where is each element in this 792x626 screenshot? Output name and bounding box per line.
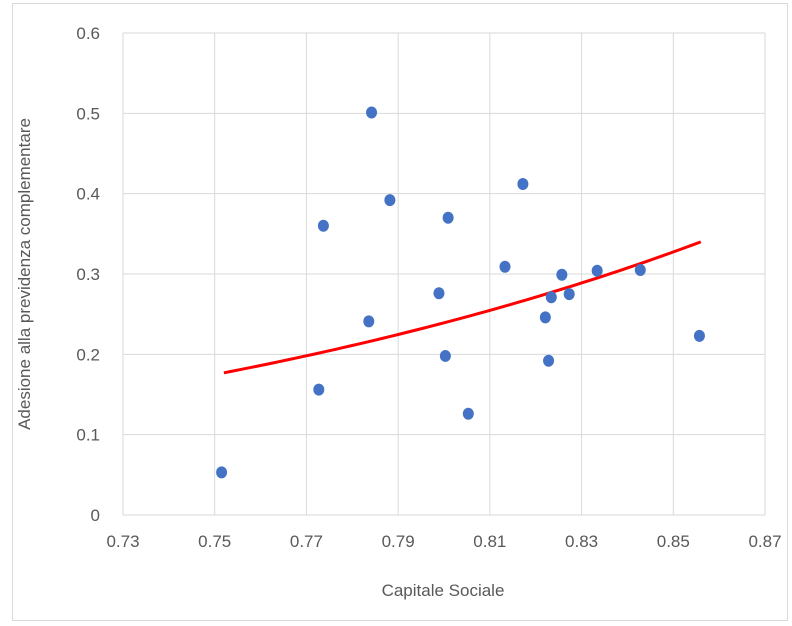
scatter-chart: 0.73 0.75 0.77 0.79 0.81 0.83 0.85 0.87 0 0.1 0.2… [15,24,782,600]
y-axis-title: Adesione alla previdenza complementare [15,118,34,430]
data-point [556,268,568,281]
data-point [563,288,575,301]
y-tick-label: 0.2 [76,345,100,364]
gridlines [122,32,766,516]
data-point [439,349,451,362]
data-point [499,260,511,273]
y-tick-label: 0.3 [76,265,100,284]
y-tick-label: 0.6 [76,24,100,43]
x-tick-label: 0.87 [748,532,781,551]
data-point [545,291,557,304]
x-tick-label: 0.73 [106,532,139,551]
data-point [693,329,705,342]
data-point [442,211,454,224]
x-tick-label: 0.83 [565,532,598,551]
y-tick-label: 0 [91,506,100,525]
data-point [462,407,474,420]
data-point [634,263,646,276]
x-tick-label: 0.81 [473,532,506,551]
y-tick-label: 0.1 [76,426,100,445]
x-tick-label: 0.85 [657,532,690,551]
data-point [433,287,445,300]
data-point [313,383,325,396]
data-points [216,106,705,479]
data-point [539,311,551,324]
trendline-group [223,240,702,375]
y-axis-tick-labels: 0 0.1 0.2 0.3 0.4 0.5 0.6 [76,24,100,525]
y-tick-label: 0.4 [76,185,100,204]
x-tick-label: 0.77 [290,532,323,551]
x-tick-label: 0.75 [198,532,231,551]
data-point [384,194,396,207]
data-point [543,354,555,367]
data-point [517,178,529,191]
data-point [317,219,329,232]
y-tick-label: 0.5 [76,104,100,123]
x-axis-tick-labels: 0.73 0.75 0.77 0.79 0.81 0.83 0.85 0.87 [106,532,781,551]
trendline [223,240,702,375]
x-tick-label: 0.79 [382,532,415,551]
x-axis-title: Capitale Sociale [382,581,505,600]
data-point [363,315,375,328]
data-point [366,106,378,119]
data-point [591,264,603,277]
data-point [216,466,228,479]
chart-area: 0.73 0.75 0.77 0.79 0.81 0.83 0.85 0.87 0 0.1 0.2… [12,3,788,621]
